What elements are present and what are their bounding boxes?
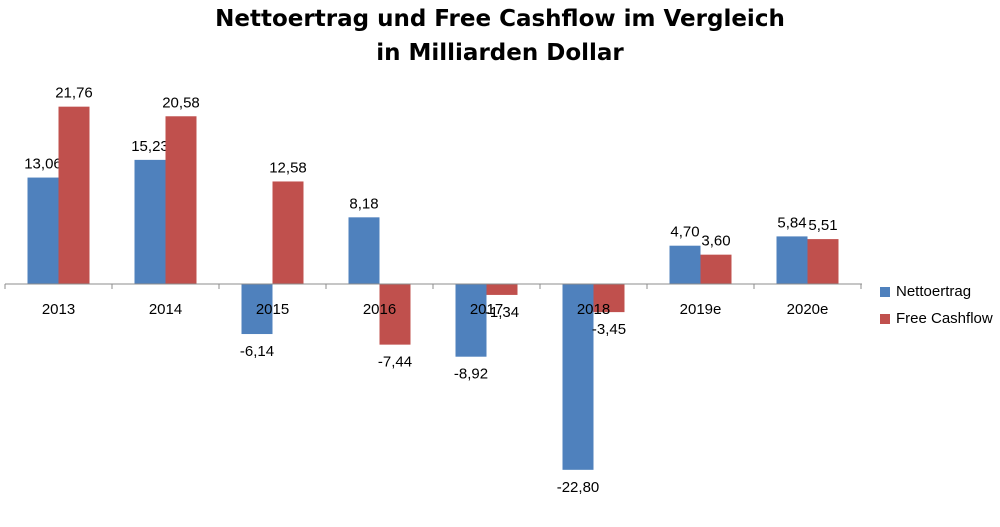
bar-nettoertrag-2020e [776, 236, 808, 284]
bar-free-cashflow-2017 [486, 284, 518, 295]
chart-subtitle: in Milliarden Dollar [376, 40, 624, 66]
data-label-free-cashflow-2013: 21,76 [55, 85, 93, 102]
data-label-nettoertrag-2014: 15,23 [131, 138, 169, 155]
data-label-free-cashflow-2017: -1,34 [485, 304, 519, 321]
x-tick-label-2015: 2015 [256, 301, 289, 318]
bar-free-cashflow-2016 [379, 284, 411, 345]
bar-nettoertrag-2014 [134, 159, 166, 284]
data-label-free-cashflow-2019e: 3,60 [701, 233, 730, 250]
bar-nettoertrag-2018 [562, 284, 594, 470]
bar-free-cashflow-2015 [272, 181, 304, 284]
legend-item-nettoertrag: Nettoertrag [880, 283, 971, 300]
x-tick-label-2017: 2017 [470, 301, 503, 318]
data-label-nettoertrag-2017: -8,92 [454, 366, 488, 383]
data-label-nettoertrag-2019e: 4,70 [670, 224, 699, 241]
legend-swatch-nettoertrag [880, 286, 890, 297]
data-label-free-cashflow-2014: 20,58 [162, 94, 200, 111]
legend-label-nettoertrag: Nettoertrag [896, 283, 972, 300]
bar-nettoertrag-2015 [241, 284, 273, 335]
x-tick-label-2019e: 2019e [680, 301, 722, 318]
data-label-nettoertrag-2013: 13,06 [24, 156, 62, 173]
bar-free-cashflow-2014 [165, 116, 197, 284]
bar-nettoertrag-2019e [669, 245, 701, 284]
data-label-free-cashflow-2018: -3,45 [592, 321, 626, 338]
bar-nettoertrag-2017 [455, 284, 487, 357]
legend-label-free-cashflow: Free Cashflow [896, 310, 993, 327]
bar-free-cashflow-2013 [58, 106, 90, 284]
bar-free-cashflow-2020e [807, 239, 839, 284]
data-label-nettoertrag-2016: 8,18 [349, 195, 378, 212]
x-tick-label-2013: 2013 [42, 301, 75, 318]
data-label-free-cashflow-2015: 12,58 [269, 159, 307, 176]
legend-swatch-free-cashflow [880, 313, 890, 324]
x-tick-label-2020e: 2020e [787, 301, 829, 318]
chart-title: Nettoertrag und Free Cashflow im Verglei… [215, 6, 785, 32]
bar-nettoertrag-2013 [27, 177, 59, 284]
bar-nettoertrag-2016 [348, 217, 380, 284]
bar-free-cashflow-2018 [593, 284, 625, 313]
data-label-nettoertrag-2018: -22,80 [557, 479, 600, 496]
data-label-nettoertrag-2020e: 5,84 [777, 214, 806, 231]
x-tick-label-2014: 2014 [149, 301, 182, 318]
x-tick-label-2016: 2016 [363, 301, 396, 318]
x-tick-label-2018: 2018 [577, 301, 610, 318]
legend-item-free-cashflow: Free Cashflow [880, 310, 993, 327]
bar-free-cashflow-2019e [700, 254, 732, 284]
data-label-free-cashflow-2020e: 5,51 [808, 217, 837, 234]
data-label-free-cashflow-2016: -7,44 [378, 354, 412, 371]
data-label-nettoertrag-2015: -6,14 [240, 343, 274, 360]
